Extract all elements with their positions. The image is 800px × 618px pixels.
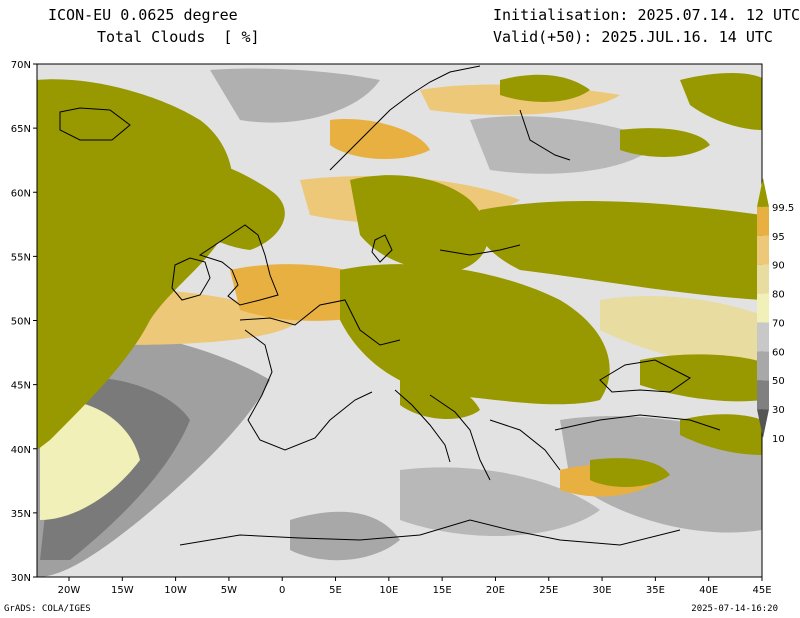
lat-tick-label: 60N xyxy=(11,188,31,199)
model-title: ICON-EU 0.0625 degree xyxy=(48,6,238,24)
lon-tick-label: 25E xyxy=(539,585,558,596)
cloud-field xyxy=(37,64,762,577)
colorbar: 10 30 50 60 70 80 90 95 99.5 xyxy=(757,178,794,445)
lon-tick-label: 0 xyxy=(279,585,285,596)
lon-tick-label: 45E xyxy=(752,585,771,596)
colorbar-swatch xyxy=(757,178,769,207)
colorbar-label: 70 xyxy=(772,318,785,329)
colorbar-swatch xyxy=(757,380,769,410)
colorbar-label: 99.5 xyxy=(772,203,794,214)
colorbar-swatch xyxy=(757,293,769,323)
colorbar-swatch xyxy=(757,409,769,438)
lat-tick-label: 45N xyxy=(11,381,31,392)
lon-tick-label: 35E xyxy=(646,585,665,596)
latitude-ticks: 30N 35N 40N 45N 50N 55N 60N 65N 70N xyxy=(11,60,37,584)
lon-tick-label: 15E xyxy=(433,585,452,596)
lon-tick-label: 5W xyxy=(221,585,237,596)
colorbar-swatch xyxy=(757,322,769,352)
lat-tick-label: 50N xyxy=(11,317,31,328)
colorbar-swatch xyxy=(757,206,769,236)
lon-tick-label: 20W xyxy=(58,585,81,596)
colorbar-label: 50 xyxy=(772,376,785,387)
colorbar-label: 95 xyxy=(772,232,785,243)
coastlines xyxy=(59,65,721,546)
colorbar-label: 90 xyxy=(772,261,785,272)
valid-time: Valid(+50): 2025.JUL.16. 14 UTC xyxy=(493,28,773,46)
render-timestamp: 2025-07-14-16:20 xyxy=(691,604,778,614)
lon-tick-label: 10E xyxy=(379,585,398,596)
colorbar-label: 30 xyxy=(772,405,785,416)
longitude-ticks: 20W 15W 10W 5W 0 5E 10E 15E 20E 25E 30E 35E 40E 45E xyxy=(58,577,772,596)
lat-tick-label: 65N xyxy=(11,124,31,135)
lat-tick-label: 55N xyxy=(11,252,31,263)
colorbar-label: 10 xyxy=(772,434,785,445)
lon-tick-label: 5E xyxy=(329,585,342,596)
lon-tick-label: 15W xyxy=(111,585,134,596)
lat-tick-label: 40N xyxy=(11,445,31,456)
colorbar-label: 80 xyxy=(772,290,785,301)
colorbar-swatch xyxy=(757,351,769,381)
field-title: Total Clouds [ %] xyxy=(97,28,260,46)
lon-tick-label: 40E xyxy=(699,585,718,596)
lat-tick-label: 70N xyxy=(11,60,31,71)
colorbar-swatch xyxy=(757,235,769,265)
grads-credit: GrADS: COLA/IGES xyxy=(4,604,91,614)
lat-tick-label: 35N xyxy=(11,509,31,520)
init-time: Initialisation: 2025.07.14. 12 UTC xyxy=(493,6,800,24)
lat-tick-label: 30N xyxy=(11,573,31,584)
colorbar-label: 60 xyxy=(772,347,785,358)
colorbar-swatch xyxy=(757,264,769,294)
lon-tick-label: 30E xyxy=(593,585,612,596)
lon-tick-label: 20E xyxy=(486,585,505,596)
lon-tick-label: 10W xyxy=(164,585,187,596)
